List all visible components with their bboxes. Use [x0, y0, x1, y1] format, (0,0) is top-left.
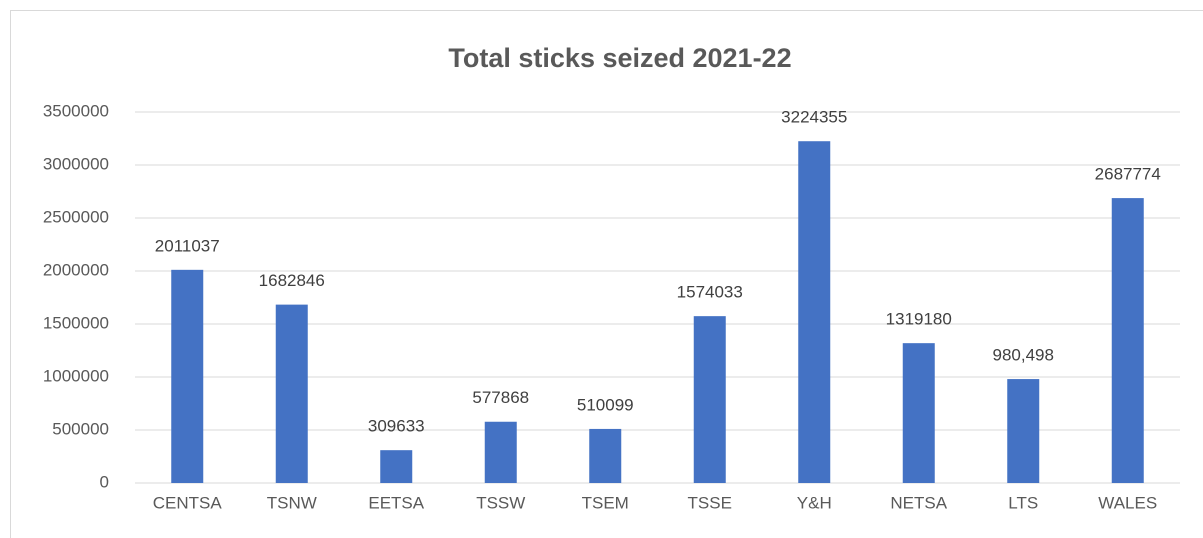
x-tick-label: WALES — [1098, 493, 1157, 512]
x-tick-label: NETSA — [890, 493, 947, 512]
data-label: 980,498 — [993, 346, 1054, 365]
bar — [693, 316, 726, 483]
bar — [589, 428, 622, 483]
y-tick-label: 1500000 — [43, 313, 109, 332]
y-tick-label: 2000000 — [43, 260, 109, 279]
data-label: 2687774 — [1095, 165, 1161, 184]
y-tick-label: 1000000 — [43, 366, 109, 385]
data-label: 2011037 — [155, 236, 220, 255]
data-label: 577868 — [472, 388, 529, 407]
x-tick-label: EETSA — [368, 493, 424, 512]
bar — [1007, 379, 1040, 483]
bar — [275, 304, 308, 483]
bar — [798, 141, 831, 483]
bar — [171, 269, 204, 483]
data-label: 1682846 — [259, 271, 325, 290]
chart-title: Total sticks seized 2021-22 — [448, 43, 791, 73]
x-tick-label: CENTSA — [153, 493, 223, 512]
bar — [380, 450, 413, 483]
x-tick-label: TSNW — [267, 493, 317, 512]
data-label: 309633 — [368, 417, 425, 436]
bar — [484, 421, 517, 483]
bar — [1111, 198, 1144, 484]
x-tick-label: TSSE — [688, 493, 732, 512]
x-tick-label: LTS — [1008, 493, 1038, 512]
x-tick-label: TSSW — [476, 493, 525, 512]
y-tick-label: 0 — [100, 472, 109, 491]
data-label: 3224355 — [781, 108, 847, 127]
bar — [902, 343, 935, 483]
chart-frame — [10, 10, 1203, 538]
y-tick-label: 3500000 — [43, 101, 109, 120]
data-label: 510099 — [577, 395, 634, 414]
y-tick-label: 500000 — [52, 419, 109, 438]
data-label: 1319180 — [886, 310, 952, 329]
data-label: 1574033 — [677, 283, 743, 302]
y-tick-label: 3000000 — [43, 154, 109, 173]
x-tick-label: Y&H — [797, 493, 832, 512]
y-tick-label: 2500000 — [43, 207, 109, 226]
x-tick-label: TSEM — [582, 493, 629, 512]
